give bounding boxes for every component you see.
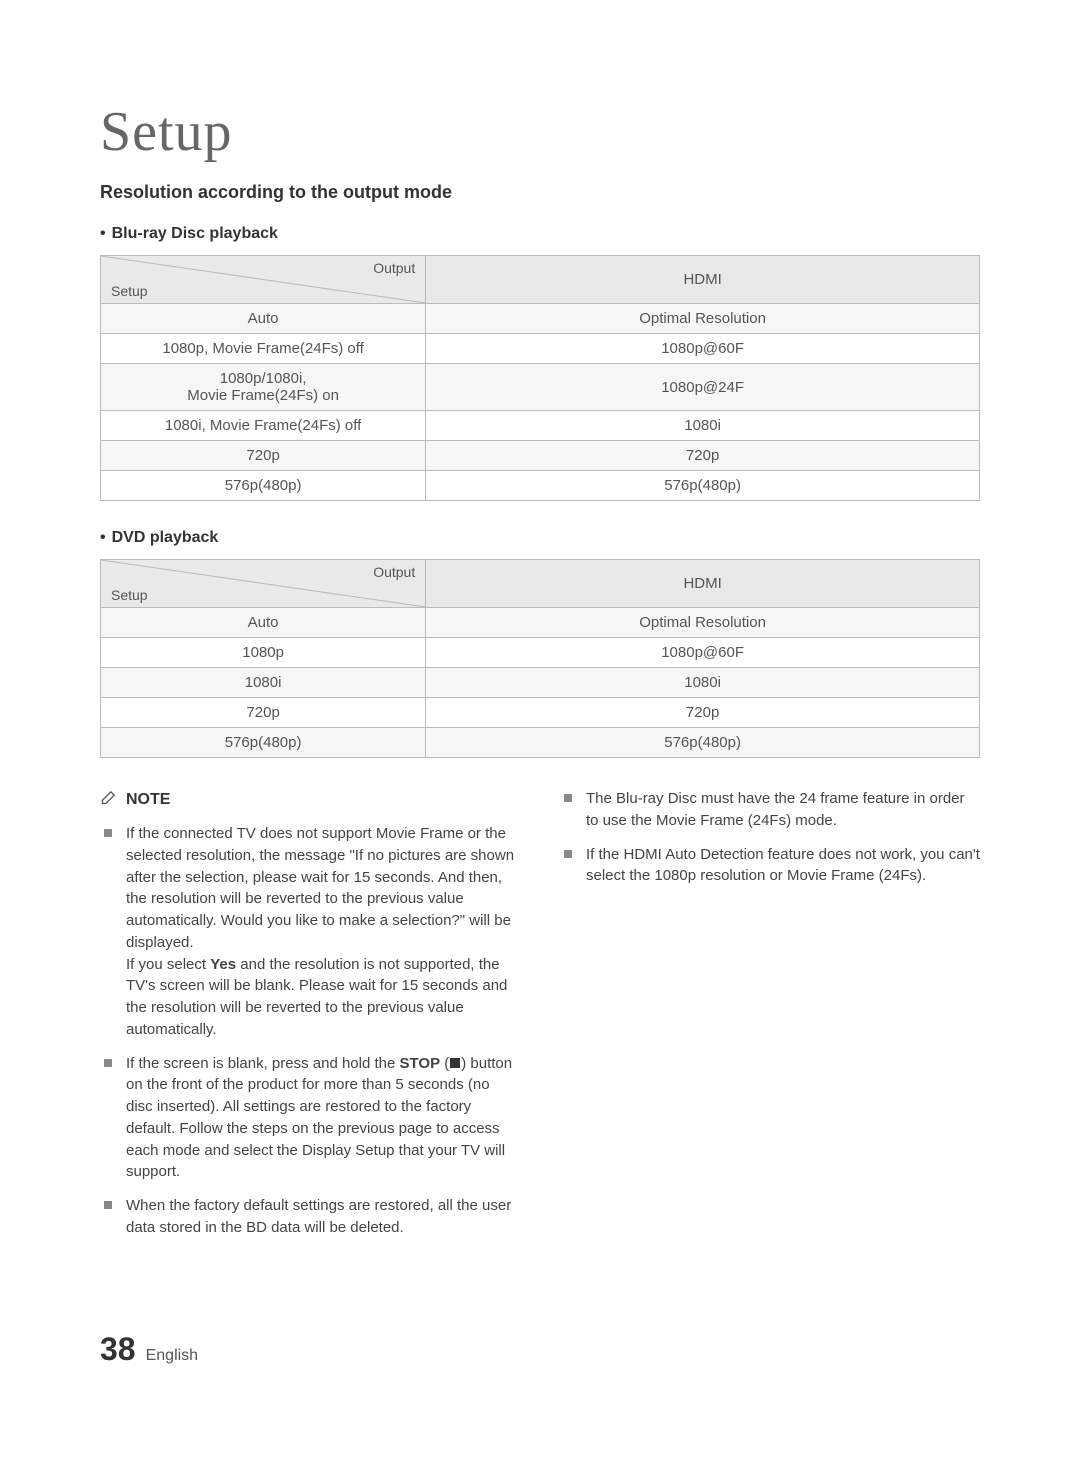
subheading-dvd-label: DVD playback	[112, 529, 219, 546]
cell-hdmi: 720p	[426, 441, 980, 471]
note-column-right: The Blu-ray Disc must have the 24 frame …	[560, 786, 980, 1251]
header-output: Output	[373, 564, 415, 580]
note-text: If you select	[126, 956, 210, 973]
note-text: If the HDMI Auto Detection feature does …	[586, 846, 980, 885]
bullet-icon: •	[100, 225, 106, 242]
table-header-diag: Output Setup	[101, 256, 426, 304]
subheading-bluray-label: Blu-ray Disc playback	[112, 225, 278, 242]
note-item: If the HDMI Auto Detection feature does …	[586, 844, 980, 888]
table-row: AutoOptimal Resolution	[101, 304, 980, 334]
subheading-dvd: • DVD playback	[100, 529, 980, 547]
note-text: If the screen is blank, press and hold t…	[126, 1055, 400, 1072]
cell-hdmi: 576p(480p)	[426, 471, 980, 501]
table-row: 1080p, Movie Frame(24Fs) off1080p@60F	[101, 334, 980, 364]
table-row: 1080p1080p@60F	[101, 638, 980, 668]
dvd-table: Output Setup HDMI AutoOptimal Resolution…	[100, 559, 980, 758]
note-item: When the factory default settings are re…	[126, 1195, 520, 1239]
table-header-diag: Output Setup	[101, 560, 426, 608]
stop-bold: STOP	[400, 1055, 441, 1072]
table-row: 720p720p	[101, 441, 980, 471]
header-hdmi: HDMI	[426, 256, 980, 304]
cell-hdmi: 1080i	[426, 668, 980, 698]
note-list-right: The Blu-ray Disc must have the 24 frame …	[560, 788, 980, 887]
cell-hdmi: 1080p@24F	[426, 364, 980, 411]
note-text: ) button on the front of the product for…	[126, 1055, 512, 1181]
table-row: 720p720p	[101, 698, 980, 728]
cell-hdmi: 1080p@60F	[426, 638, 980, 668]
header-output: Output	[373, 260, 415, 276]
header-setup: Setup	[111, 283, 148, 299]
table-row: AutoOptimal Resolution	[101, 608, 980, 638]
pencil-icon	[100, 786, 120, 813]
note-column-left: NOTE If the connected TV does not suppor…	[100, 786, 520, 1251]
cell-setup: 576p(480p)	[101, 728, 426, 758]
table-row: 576p(480p)576p(480p)	[101, 728, 980, 758]
table-row: 1080i1080i	[101, 668, 980, 698]
note-item: If the screen is blank, press and hold t…	[126, 1053, 520, 1184]
cell-setup: 1080p	[101, 638, 426, 668]
language-label: English	[146, 1347, 198, 1365]
page-number: 38	[100, 1331, 136, 1368]
cell-setup: 1080p/1080i, Movie Frame(24Fs) on	[101, 364, 426, 411]
cell-hdmi: 720p	[426, 698, 980, 728]
table-row: 1080p/1080i, Movie Frame(24Fs) on1080p@2…	[101, 364, 980, 411]
cell-hdmi: 576p(480p)	[426, 728, 980, 758]
section-heading: Resolution according to the output mode	[100, 182, 980, 203]
note-item: If the connected TV does not support Mov…	[126, 823, 520, 1041]
note-heading: NOTE	[100, 786, 520, 813]
cell-hdmi: 1080p@60F	[426, 334, 980, 364]
yes-bold: Yes	[210, 956, 236, 973]
bluray-table: Output Setup HDMI AutoOptimal Resolution…	[100, 255, 980, 501]
cell-setup: Auto	[101, 304, 426, 334]
page-title: Setup	[100, 100, 980, 164]
note-label-text: NOTE	[126, 788, 170, 811]
header-hdmi: HDMI	[426, 560, 980, 608]
note-text: The Blu-ray Disc must have the 24 frame …	[586, 790, 965, 829]
cell-setup: 720p	[101, 698, 426, 728]
stop-icon	[450, 1058, 460, 1068]
subheading-bluray: • Blu-ray Disc playback	[100, 225, 980, 243]
cell-setup: Auto	[101, 608, 426, 638]
cell-hdmi: 1080i	[426, 411, 980, 441]
cell-setup: 1080i, Movie Frame(24Fs) off	[101, 411, 426, 441]
cell-setup: 576p(480p)	[101, 471, 426, 501]
table-row: 1080i, Movie Frame(24Fs) off1080i	[101, 411, 980, 441]
header-setup: Setup	[111, 587, 148, 603]
cell-hdmi: Optimal Resolution	[426, 608, 980, 638]
cell-hdmi: Optimal Resolution	[426, 304, 980, 334]
note-list-left: If the connected TV does not support Mov…	[100, 823, 520, 1239]
cell-setup: 1080p, Movie Frame(24Fs) off	[101, 334, 426, 364]
note-text: When the factory default settings are re…	[126, 1197, 511, 1236]
page-footer: 38 English	[100, 1331, 980, 1368]
note-section: NOTE If the connected TV does not suppor…	[100, 786, 980, 1251]
table-row: 576p(480p)576p(480p)	[101, 471, 980, 501]
cell-setup: 1080i	[101, 668, 426, 698]
note-item: The Blu-ray Disc must have the 24 frame …	[586, 788, 980, 832]
cell-setup: 720p	[101, 441, 426, 471]
note-text: If the connected TV does not support Mov…	[126, 825, 514, 951]
bullet-icon: •	[100, 529, 106, 546]
